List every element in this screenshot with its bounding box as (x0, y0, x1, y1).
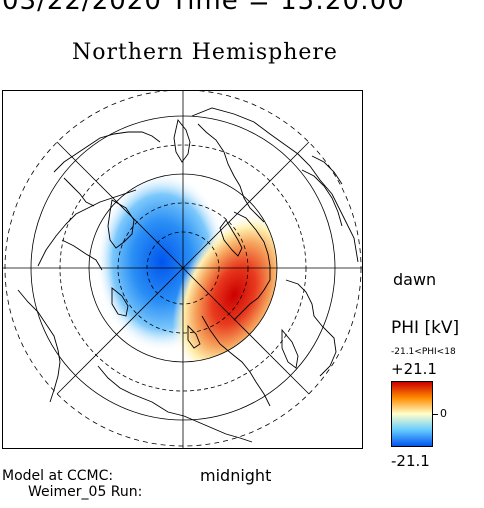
legend-gradient (392, 382, 432, 446)
header-datetime: 03/22/2020 Time = 15:20:00 (2, 0, 405, 16)
legend-max-label: +21.1 (391, 360, 437, 378)
model-label: Model at CCMC: (2, 468, 114, 484)
legend-range: -21.1<PHI<18 (391, 347, 456, 357)
meridian-grid (2, 90, 363, 449)
legend-zero-label: 0 (440, 407, 447, 420)
dawn-label: dawn (393, 270, 437, 289)
legend-zero-tick (433, 414, 438, 415)
potential-cells (96, 174, 277, 362)
legend-title: PHI [kV] (391, 318, 460, 338)
run-label: Weimer_05 Run: (28, 484, 143, 500)
legend-color-bar (391, 381, 433, 447)
map-title: Northern Hemisphere (72, 40, 338, 65)
midnight-label: midnight (200, 466, 272, 485)
coastlines (17, 107, 359, 443)
polar-map (2, 90, 363, 449)
legend-min-label: -21.1 (391, 452, 430, 470)
